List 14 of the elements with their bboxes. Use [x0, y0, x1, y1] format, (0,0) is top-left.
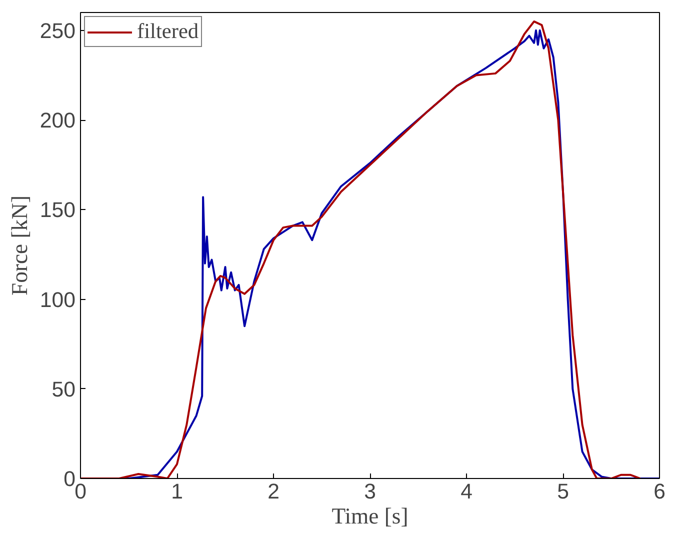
x-tick-label: 2	[268, 480, 280, 504]
y-tick-label: 250	[40, 18, 76, 43]
x-tick-label: 5	[557, 480, 569, 504]
y-tick-label: 50	[52, 377, 76, 402]
y-tick-label: 150	[40, 198, 76, 222]
x-axis-title: Time [s]	[332, 504, 408, 528]
y-tick-label: 100	[40, 288, 76, 312]
x-tick-label: 6	[654, 480, 666, 504]
y-axis-title: Force [kN]	[6, 195, 32, 296]
legend-label: filtered	[137, 19, 199, 44]
x-tick-label: 4	[460, 480, 473, 504]
x-tick-label: 3	[364, 480, 376, 504]
x-tick-label: 1	[171, 480, 183, 504]
y-tick-label: 200	[40, 108, 76, 133]
